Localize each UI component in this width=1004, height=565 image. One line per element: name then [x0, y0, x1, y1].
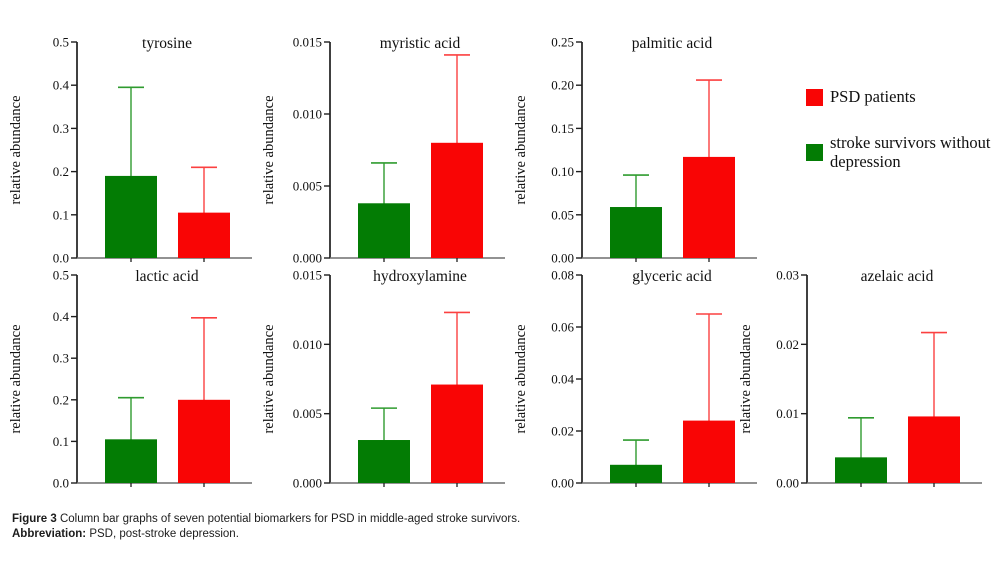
bar-control — [610, 207, 662, 258]
caption-abbreviation-label: Abbreviation: — [12, 528, 87, 540]
y-tick-label: 0.00 — [776, 476, 799, 491]
bar-psd — [683, 156, 735, 258]
y-tick-label: 0.02 — [776, 337, 799, 352]
bar-psd — [431, 142, 483, 258]
y-tick-label: 0.005 — [293, 179, 322, 194]
legend-item-psd-patients: PSD patients — [806, 87, 996, 106]
y-tick-label: 0.2 — [53, 392, 69, 407]
y-tick-label: 0.2 — [53, 164, 69, 179]
caption-figure-text: Column bar graphs of seven potential bio… — [59, 513, 521, 525]
bar-control — [105, 175, 157, 258]
legend: PSD patients stroke survivors without de… — [806, 87, 996, 171]
y-tick-label: 0.10 — [551, 164, 574, 179]
chart-title: glyceric acid — [632, 268, 712, 285]
bar-psd — [908, 416, 960, 483]
caption-figure-number: Figure 3 — [12, 513, 57, 525]
y-tick-label: 0.3 — [53, 351, 69, 366]
chart-title: hydroxylamine — [373, 268, 467, 285]
y-tick-label: 0.5 — [53, 35, 69, 50]
chart-cell-palmitic-acid: 0.00 0.05 0.10 0.15 0.20 0.25 palmitic acid rel… — [510, 10, 760, 266]
chart-azelaic-acid: 0.00 0.01 0.02 0.03 azelaic acid relative abu… — [738, 268, 982, 491]
y-tick-label: 0.010 — [293, 337, 322, 352]
y-axis-label: relative abundance — [8, 324, 24, 433]
y-tick-label: 0.03 — [776, 268, 799, 283]
y-axis-label: relative abundance — [8, 95, 24, 204]
chart-title: lactic acid — [135, 268, 198, 285]
chart-title: tyrosine — [142, 35, 192, 52]
chart-cell-hydroxylamine: 0.000 0.005 0.010 0.015 hydroxylamine relativ… — [258, 258, 508, 490]
chart-lactic-acid: 0.0 0.1 0.2 0.3 0.4 0.5 lactic acid relative ab… — [8, 268, 252, 491]
chart-title: azelaic acid — [861, 268, 934, 285]
y-tick-label: 0.000 — [293, 251, 322, 266]
bar-psd — [683, 420, 735, 483]
psd-patients-swatch-icon — [806, 88, 823, 106]
y-tick-label: 0.06 — [551, 320, 574, 335]
y-tick-label: 0.01 — [776, 406, 799, 421]
y-tick-label: 0.08 — [551, 268, 574, 283]
caption-line-2: Abbreviation: PSD, post-stroke depressio… — [12, 527, 520, 542]
y-tick-label: 0.4 — [53, 309, 70, 324]
bar-control — [105, 439, 157, 483]
y-axis-label: relative abundance — [261, 95, 277, 204]
y-tick-label: 0.0 — [53, 476, 69, 491]
chart-tyrosine: 0.0 0.1 0.2 0.3 0.4 0.5 tyrosine relative abund… — [8, 35, 252, 266]
y-tick-label: 0.00 — [551, 251, 574, 266]
y-tick-label: 0.05 — [551, 207, 574, 222]
y-tick-label: 0.04 — [551, 372, 574, 387]
chart-cell-tyrosine: 0.0 0.1 0.2 0.3 0.4 0.5 tyrosine relative abund… — [5, 10, 255, 266]
legend-label-psd-patients: PSD patients — [830, 87, 916, 106]
chart-glyceric-acid: 0.00 0.02 0.04 0.06 0.08 glyceric acid relativ… — [513, 268, 757, 491]
chart-palmitic-acid: 0.00 0.05 0.10 0.15 0.20 0.25 palmitic acid rel… — [513, 35, 757, 266]
y-tick-label: 0.20 — [551, 78, 574, 93]
figure-caption: Figure 3 Column bar graphs of seven pote… — [12, 512, 520, 542]
chart-title: palmitic acid — [632, 35, 713, 52]
chart-cell-myristic-acid: 0.000 0.005 0.010 0.015 myristic acid relativ… — [258, 10, 508, 266]
y-axis-label: relative abundance — [261, 324, 277, 433]
bar-control — [358, 440, 410, 483]
y-tick-label: 0.25 — [551, 35, 574, 50]
y-tick-label: 0.3 — [53, 121, 69, 136]
chart-cell-azelaic-acid: 0.00 0.01 0.02 0.03 azelaic acid relative abu… — [735, 258, 985, 490]
chart-myristic-acid: 0.000 0.005 0.010 0.015 myristic acid relativ… — [261, 35, 505, 266]
bar-psd — [431, 384, 483, 483]
y-tick-label: 0.02 — [551, 424, 574, 439]
y-tick-label: 0.0 — [53, 251, 69, 266]
bar-control — [610, 464, 662, 483]
chart-hydroxylamine: 0.000 0.005 0.010 0.015 hydroxylamine relativ… — [261, 268, 505, 491]
y-tick-label: 0.4 — [53, 78, 70, 93]
y-tick-label: 0.1 — [53, 434, 69, 449]
legend-item-stroke-survivors: stroke survivors without depression — [806, 134, 996, 171]
bar-psd — [178, 399, 230, 483]
y-axis-label: relative abundance — [513, 324, 529, 433]
caption-abbreviation-text: PSD, post-stroke depression. — [89, 528, 239, 540]
bar-psd — [178, 212, 230, 258]
y-tick-label: 0.005 — [293, 406, 322, 421]
y-tick-label: 0.000 — [293, 476, 322, 491]
chart-title: myristic acid — [380, 35, 461, 52]
chart-cell-glyceric-acid: 0.00 0.02 0.04 0.06 0.08 glyceric acid relativ… — [510, 258, 760, 490]
bar-control — [358, 203, 410, 258]
y-tick-label: 0.15 — [551, 121, 574, 136]
stroke-survivors-swatch-icon — [806, 144, 823, 162]
chart-cell-lactic-acid: 0.0 0.1 0.2 0.3 0.4 0.5 lactic acid relative ab… — [5, 258, 255, 490]
legend-label-stroke-survivors: stroke survivors without depression — [830, 133, 991, 171]
y-tick-label: 0.010 — [293, 107, 322, 122]
y-axis-label: relative abundance — [513, 95, 529, 204]
y-tick-label: 0.1 — [53, 207, 69, 222]
y-tick-label: 0.015 — [293, 268, 322, 283]
y-tick-label: 0.015 — [293, 35, 322, 50]
y-tick-label: 0.5 — [53, 268, 69, 283]
bar-control — [835, 457, 887, 483]
caption-line-1: Figure 3 Column bar graphs of seven pote… — [12, 512, 520, 527]
y-axis-label: relative abundance — [738, 324, 754, 433]
y-tick-label: 0.00 — [551, 476, 574, 491]
